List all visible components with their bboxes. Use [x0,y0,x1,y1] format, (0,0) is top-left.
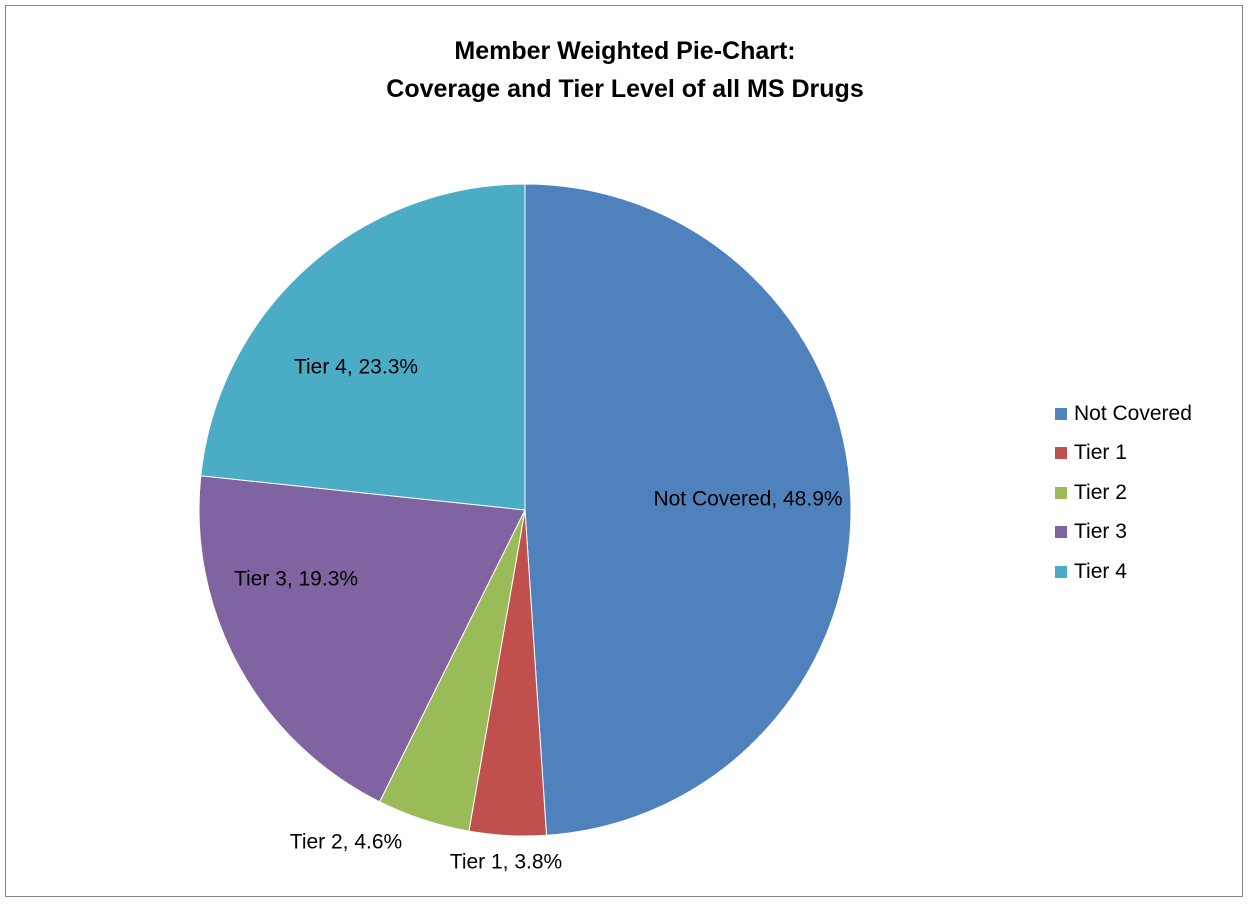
legend-label-tier-2: Tier 2 [1074,480,1127,504]
legend-item-tier-1: Tier 1 [1055,434,1192,474]
pie-slice-tier-4 [200,183,526,511]
legend-item-tier-2: Tier 2 [1055,473,1192,513]
data-labels: Not Covered, 48.9% Tier 1, 3.8% Tier 2, 4.… [234,356,843,874]
data-label-not-covered: Not Covered, 48.9% [653,488,842,511]
data-label-tier-3: Tier 3, 19.3% [234,568,358,591]
chart-title-line-1: Member Weighted Pie-Chart: [454,37,796,65]
legend-label-tier-4: Tier 4 [1074,559,1127,583]
pie-slice-not-covered [524,183,852,836]
legend-item-tier-3: Tier 3 [1055,513,1192,553]
pie-slice-tier-3 [198,475,526,803]
data-label-tier-2: Tier 2, 4.6% [290,831,402,854]
legend-swatch-tier-3 [1055,526,1067,539]
legend-label-tier-1: Tier 1 [1074,441,1127,465]
legend-swatch-tier-2 [1055,486,1067,499]
chart-title: Member Weighted Pie-Chart: Coverage and … [0,32,1250,108]
chart-title-line-2: Coverage and Tier Level of all MS Drugs [386,75,864,103]
legend-label-tier-3: Tier 3 [1074,520,1127,544]
data-label-tier-4: Tier 4, 23.3% [294,356,418,379]
legend-swatch-tier-1 [1055,447,1067,460]
legend-swatch-not-covered [1055,407,1067,420]
legend: Not Covered Tier 1 Tier 2 Tier 3 Tier 4 [1055,394,1192,592]
legend-swatch-tier-4 [1055,565,1067,578]
legend-item-tier-4: Tier 4 [1055,552,1192,592]
legend-item-not-covered: Not Covered [1055,394,1192,434]
pie-slices [198,183,852,837]
legend-label-not-covered: Not Covered [1074,401,1192,425]
data-label-tier-1: Tier 1, 3.8% [450,851,562,874]
